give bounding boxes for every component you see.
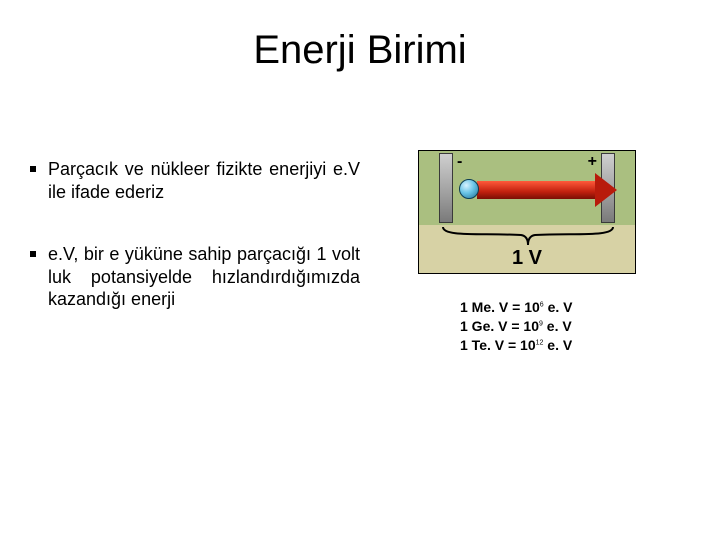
conv-lhs: 1 Ge. V = 10 — [460, 318, 539, 334]
list-item: e.V, bir e yüküne sahip parçacığı 1 volt… — [30, 243, 360, 311]
bullet-text: e.V, bir e yüküne sahip parçacığı 1 volt… — [48, 243, 360, 311]
bullet-dot-icon — [30, 166, 36, 172]
bullet-dot-icon — [30, 251, 36, 257]
diagram-label: 1 V — [419, 247, 635, 270]
bullet-list: Parçacık ve nükleer fizikte enerjiyi e.V… — [30, 158, 360, 351]
conv-lhs: 1 Me. V = 10 — [460, 299, 540, 315]
particle-icon — [459, 179, 479, 199]
plus-sign: + — [588, 153, 597, 171]
diagram: - + 1 V — [418, 150, 636, 274]
arrow-shaft-icon — [477, 181, 595, 199]
conv-rhs: e. V — [544, 299, 573, 315]
conversion-row: 1 Me. V = 106 e. V — [460, 298, 572, 317]
conv-lhs: 1 Te. V = 10 — [460, 337, 536, 353]
list-item: Parçacık ve nükleer fizikte enerjiyi e.V… — [30, 158, 360, 203]
conversion-row: 1 Te. V = 1012 e. V — [460, 336, 572, 355]
conv-rhs: e. V — [543, 318, 572, 334]
minus-sign: - — [457, 153, 462, 171]
conversion-row: 1 Ge. V = 109 e. V — [460, 317, 572, 336]
page-title: Enerji Birimi — [0, 28, 720, 73]
plate-left-icon — [439, 153, 453, 223]
slide: Enerji Birimi Parçacık ve nükleer fizikt… — [0, 0, 720, 540]
brace-icon — [441, 225, 615, 247]
arrow-head-icon — [595, 173, 617, 207]
conversion-table: 1 Me. V = 106 e. V 1 Ge. V = 109 e. V 1 … — [460, 298, 572, 355]
conv-rhs: e. V — [543, 337, 572, 353]
bullet-text: Parçacık ve nükleer fizikte enerjiyi e.V… — [48, 158, 360, 203]
